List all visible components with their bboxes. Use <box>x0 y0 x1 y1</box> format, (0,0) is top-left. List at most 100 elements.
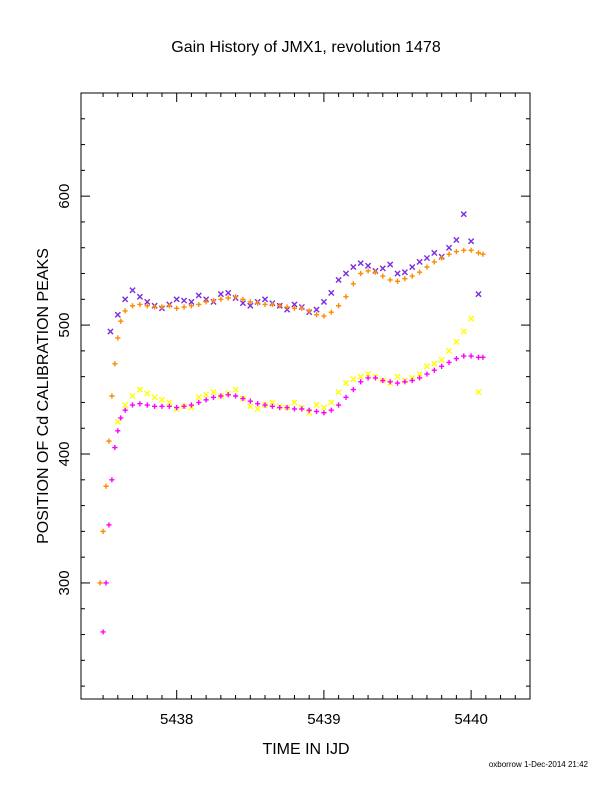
data-point <box>122 308 128 314</box>
series-1 <box>97 247 486 586</box>
data-point <box>320 298 327 305</box>
data-point <box>136 386 143 393</box>
data-point <box>321 410 327 416</box>
data-point <box>299 305 305 311</box>
data-point <box>203 397 209 403</box>
data-point <box>174 305 180 311</box>
data-point <box>225 289 232 296</box>
data-point <box>431 360 438 367</box>
data-point <box>372 375 379 381</box>
data-point <box>460 211 467 218</box>
data-point <box>306 308 312 314</box>
data-point <box>475 354 482 360</box>
data-point <box>439 363 445 369</box>
x-tick-label: 5438 <box>160 711 193 728</box>
data-point <box>217 291 224 298</box>
y-tick-label: 500 <box>56 313 73 338</box>
data-point <box>151 394 158 401</box>
data-point <box>262 301 268 308</box>
data-point <box>350 376 357 383</box>
data-point <box>255 300 261 306</box>
data-point <box>350 263 357 271</box>
data-point <box>364 370 372 378</box>
data-point <box>247 403 254 410</box>
data-point <box>195 292 202 299</box>
data-point <box>137 401 143 407</box>
data-point <box>277 405 283 411</box>
data-point <box>181 403 187 409</box>
data-point <box>106 438 112 444</box>
data-point <box>261 296 269 303</box>
data-point <box>350 386 356 393</box>
data-point <box>166 303 172 309</box>
data-point <box>114 418 121 425</box>
data-point <box>320 404 327 411</box>
data-point <box>114 311 121 318</box>
data-point <box>159 403 165 409</box>
data-point <box>387 261 394 268</box>
data-point <box>446 359 452 366</box>
data-point <box>342 270 350 277</box>
data-point <box>97 580 103 586</box>
data-point <box>416 258 423 266</box>
data-point <box>225 392 231 398</box>
data-point <box>122 407 128 413</box>
data-point <box>129 392 136 400</box>
data-point <box>159 304 165 310</box>
footer-credit: oxborrow 1-Dec-2014 21:42 <box>488 760 588 769</box>
series-2 <box>114 315 482 425</box>
data-point <box>445 244 453 251</box>
data-point <box>365 268 371 274</box>
data-point <box>313 401 320 409</box>
data-point <box>343 394 349 400</box>
data-point <box>336 303 342 309</box>
data-point <box>240 395 246 402</box>
data-point <box>100 528 106 534</box>
data-point <box>269 403 275 409</box>
data-point <box>480 354 486 360</box>
data-point <box>158 396 166 403</box>
data-point <box>144 390 151 397</box>
data-point <box>475 389 482 396</box>
data-point <box>247 299 253 305</box>
data-point <box>453 338 460 345</box>
data-point <box>461 247 467 253</box>
data-point <box>103 483 109 489</box>
y-tick-label: 400 <box>56 442 73 467</box>
data-point <box>144 303 150 309</box>
data-point <box>262 402 268 408</box>
data-point <box>240 296 246 302</box>
data-point <box>321 313 327 319</box>
data-point <box>122 401 129 409</box>
data-point <box>350 281 356 287</box>
x-tick-label: 5440 <box>454 711 487 728</box>
data-point <box>210 389 217 396</box>
data-point <box>180 297 188 304</box>
data-point <box>195 394 202 401</box>
data-point <box>357 373 364 380</box>
data-point <box>284 304 290 310</box>
data-point <box>328 289 335 296</box>
data-point <box>328 407 334 413</box>
data-point <box>210 394 217 400</box>
data-point <box>424 264 430 270</box>
data-point <box>225 295 231 301</box>
data-point <box>174 405 180 411</box>
data-point <box>364 262 372 269</box>
data-point <box>431 249 438 256</box>
data-point <box>423 254 431 262</box>
data-point <box>480 251 486 257</box>
data-point <box>173 296 180 303</box>
data-point <box>342 380 350 387</box>
data-point <box>144 402 150 408</box>
data-point <box>181 304 187 310</box>
series-3 <box>100 353 486 635</box>
data-point <box>152 304 158 310</box>
series-0 <box>107 211 482 335</box>
data-point <box>468 315 475 322</box>
data-point <box>424 371 430 377</box>
data-point <box>401 269 408 276</box>
data-point <box>152 403 158 409</box>
data-point <box>446 251 452 257</box>
data-point <box>129 303 136 309</box>
